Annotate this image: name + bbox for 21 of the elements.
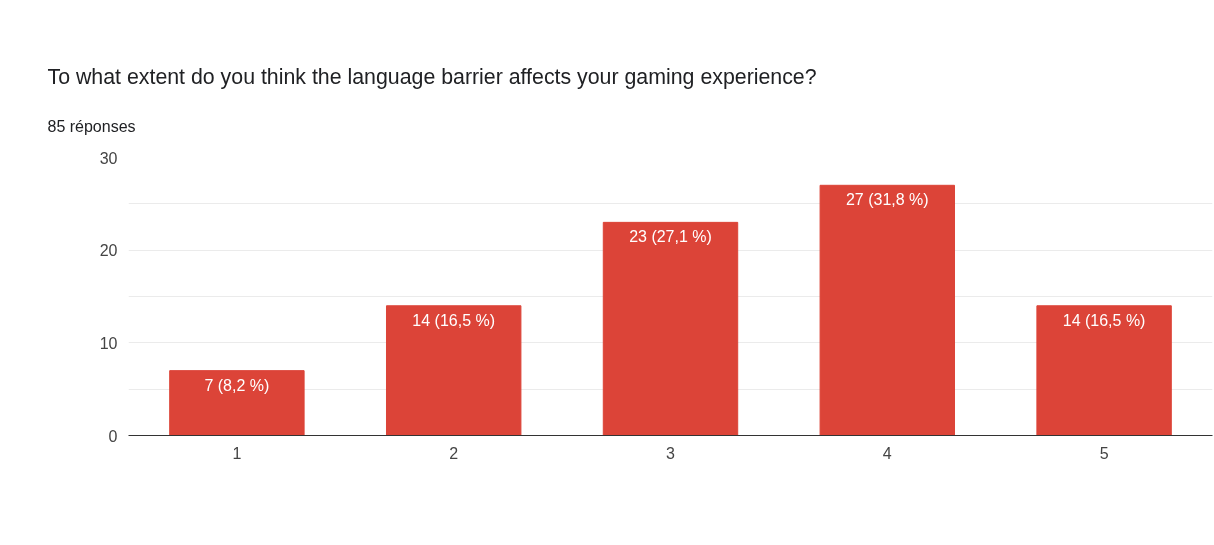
bar — [1036, 305, 1172, 436]
bar — [602, 221, 739, 436]
chart-title: To what extent do you think the language barrier affects your gaming experience? — [47, 64, 817, 89]
data-label: 23 (27,1 %) — [629, 228, 712, 246]
data-label: 14 (16,5 %) — [412, 311, 496, 329]
y-tick-label: 30 — [99, 149, 118, 167]
data-label: 7 (8,2 %) — [204, 376, 270, 394]
bar — [819, 184, 956, 436]
data-label: 27 (31,8 %) — [845, 191, 929, 209]
bar — [169, 370, 305, 436]
x-tick-label: 1 — [232, 444, 242, 462]
x-tick-label: 2 — [449, 444, 459, 462]
data-label: 14 (16,5 %) — [1062, 311, 1146, 329]
y-tick-label: 20 — [99, 242, 118, 260]
y-tick-label: 10 — [99, 334, 118, 352]
x-tick-label: 3 — [666, 444, 676, 462]
y-tick-label: 0 — [108, 427, 118, 445]
chart-subtitle: 85 réponses — [47, 118, 136, 135]
x-tick-label: 5 — [1099, 444, 1109, 462]
bar — [385, 305, 522, 436]
x-tick-label: 4 — [882, 444, 892, 462]
